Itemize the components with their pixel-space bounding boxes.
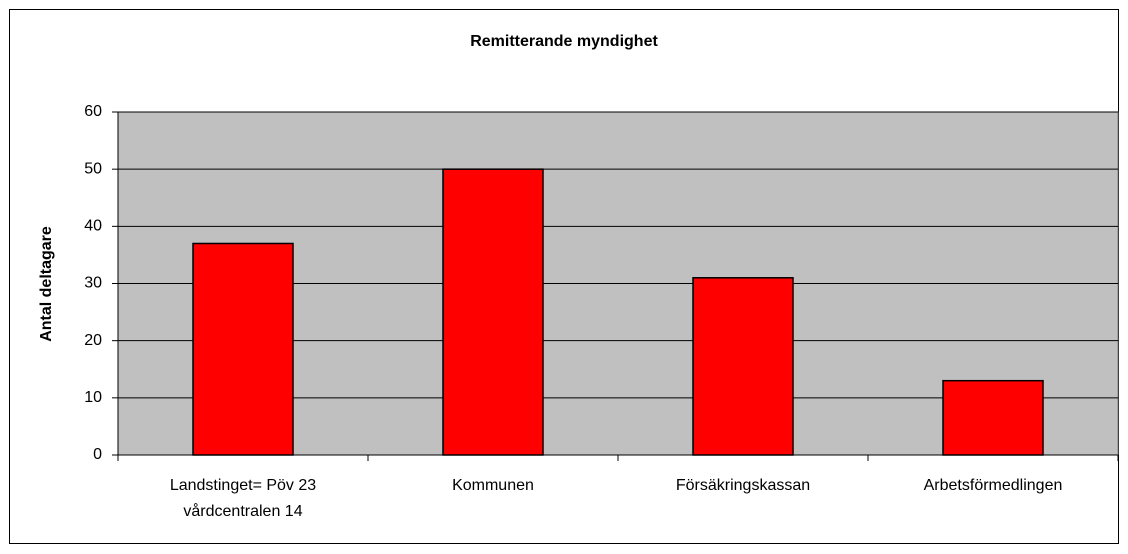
chart-title: Remitterande myndighet (470, 33, 658, 50)
y-tick-label: 10 (84, 389, 102, 406)
y-axis-label: Antal deltagare (38, 226, 55, 342)
x-tick-label: Landstinget= Pöv 23 vårdcentralen 14 (169, 477, 317, 520)
y-tick-label: 0 (93, 446, 102, 463)
bar (692, 277, 794, 456)
x-tick-label: Arbetsförmedlingen (923, 477, 1063, 494)
bar (942, 379, 1044, 456)
y-tick-label: 20 (84, 332, 102, 349)
bar (442, 168, 544, 456)
x-tick-label: Försäkringskassan (675, 477, 811, 494)
y-tick-label: 50 (84, 160, 102, 177)
bar (192, 242, 294, 456)
y-tick-label: 30 (84, 275, 102, 292)
y-tick-label: 40 (84, 218, 102, 235)
y-tick-label: 60 (84, 103, 102, 120)
x-tick-label: Kommunen (452, 477, 534, 494)
